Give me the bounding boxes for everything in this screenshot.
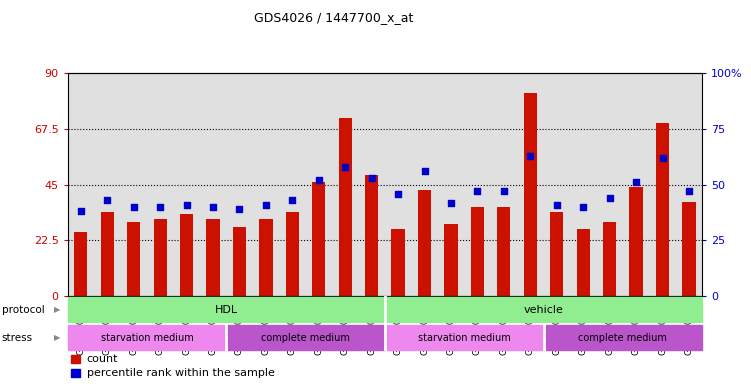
Point: [207, 204, 219, 210]
Text: GDS4026 / 1447700_x_at: GDS4026 / 1447700_x_at: [255, 12, 414, 25]
Text: percentile rank within the sample: percentile rank within the sample: [86, 368, 275, 378]
Point: [524, 153, 536, 159]
Point: [472, 188, 484, 194]
Point: [683, 188, 695, 194]
Bar: [550, 212, 563, 296]
Point: [128, 204, 140, 210]
Bar: [358, 73, 385, 296]
Bar: [312, 182, 325, 296]
Bar: [306, 73, 332, 296]
Bar: [544, 73, 570, 296]
Bar: [127, 222, 140, 296]
Point: [75, 209, 87, 215]
Bar: [391, 229, 405, 296]
Bar: [101, 212, 114, 296]
Bar: [438, 73, 464, 296]
Bar: [153, 219, 167, 296]
Bar: [200, 73, 226, 296]
Bar: [629, 187, 643, 296]
Point: [418, 168, 430, 174]
Point: [604, 195, 616, 201]
Bar: [497, 207, 511, 296]
Bar: [226, 325, 385, 350]
Bar: [173, 73, 200, 296]
Point: [656, 155, 668, 161]
Bar: [623, 73, 650, 296]
Text: stress: stress: [2, 333, 32, 343]
Bar: [385, 73, 412, 296]
Bar: [71, 355, 80, 363]
Point: [630, 179, 642, 185]
Bar: [676, 73, 702, 296]
Bar: [285, 212, 299, 296]
Bar: [544, 325, 702, 350]
Bar: [517, 73, 544, 296]
Point: [445, 199, 457, 205]
Bar: [252, 73, 279, 296]
Point: [498, 188, 510, 194]
Bar: [523, 93, 537, 296]
Bar: [683, 202, 695, 296]
Bar: [180, 214, 193, 296]
Bar: [471, 207, 484, 296]
Bar: [68, 325, 226, 350]
Text: ▶: ▶: [54, 333, 61, 342]
Bar: [233, 227, 246, 296]
Bar: [577, 229, 590, 296]
Bar: [147, 73, 173, 296]
Point: [550, 202, 562, 208]
Point: [366, 175, 378, 181]
Point: [101, 197, 113, 204]
Point: [312, 177, 324, 183]
Bar: [365, 175, 379, 296]
Bar: [68, 73, 94, 296]
Bar: [120, 73, 147, 296]
Point: [286, 197, 298, 204]
Bar: [339, 118, 351, 296]
Point: [578, 204, 590, 210]
Bar: [596, 73, 623, 296]
Bar: [418, 190, 431, 296]
Text: starvation medium: starvation medium: [101, 333, 193, 343]
Bar: [603, 222, 617, 296]
Point: [180, 202, 192, 208]
Bar: [464, 73, 490, 296]
Bar: [385, 298, 702, 322]
Point: [154, 204, 166, 210]
Bar: [332, 73, 358, 296]
Text: complete medium: complete medium: [578, 333, 668, 343]
Point: [392, 190, 404, 197]
Point: [339, 164, 351, 170]
Bar: [259, 219, 273, 296]
Bar: [412, 73, 438, 296]
Bar: [650, 73, 676, 296]
Bar: [207, 219, 219, 296]
Text: starvation medium: starvation medium: [418, 333, 511, 343]
Bar: [490, 73, 517, 296]
Bar: [74, 232, 87, 296]
Bar: [68, 298, 385, 322]
Bar: [226, 73, 252, 296]
Bar: [71, 369, 80, 377]
Bar: [385, 325, 544, 350]
Bar: [445, 224, 457, 296]
Text: ▶: ▶: [54, 305, 61, 314]
Point: [260, 202, 272, 208]
Text: protocol: protocol: [2, 305, 44, 315]
Bar: [94, 73, 120, 296]
Text: vehicle: vehicle: [523, 305, 563, 315]
Text: count: count: [86, 354, 118, 364]
Point: [234, 206, 246, 212]
Text: HDL: HDL: [215, 305, 238, 315]
Text: complete medium: complete medium: [261, 333, 350, 343]
Bar: [656, 123, 669, 296]
Bar: [279, 73, 306, 296]
Bar: [570, 73, 596, 296]
